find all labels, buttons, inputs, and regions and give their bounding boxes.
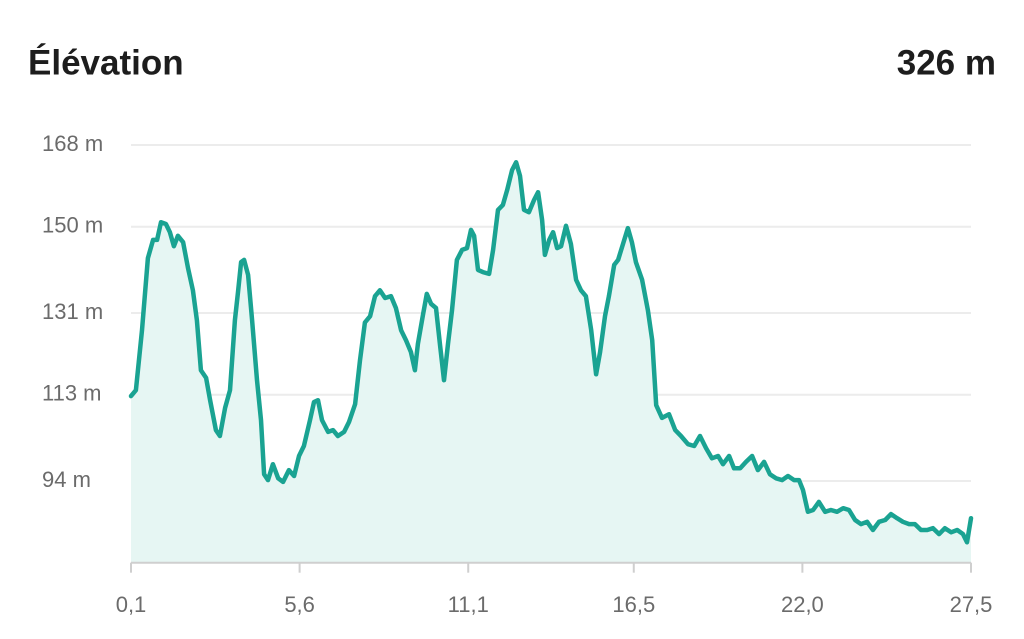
x-tick-label: 0,1 xyxy=(116,592,147,617)
x-tick-label: 22,0 xyxy=(781,592,824,617)
x-tick-label: 5,6 xyxy=(284,592,315,617)
elevation-line xyxy=(128,160,974,545)
x-tick-label: 11,1 xyxy=(448,592,489,617)
header-value: 326 m xyxy=(897,43,996,82)
x-tick-label: 16,5 xyxy=(612,592,655,617)
y-tick-label: 113 m xyxy=(42,381,102,406)
y-tick-label: 168 m xyxy=(42,131,103,156)
y-tick-label: 94 m xyxy=(42,467,91,492)
y-tick-label: 150 m xyxy=(42,213,103,238)
chart-title: Élévation xyxy=(28,42,184,82)
area-fill xyxy=(131,162,971,563)
y-tick-label: 131 m xyxy=(42,299,103,324)
x-tick-label: 27,5 xyxy=(950,592,993,617)
